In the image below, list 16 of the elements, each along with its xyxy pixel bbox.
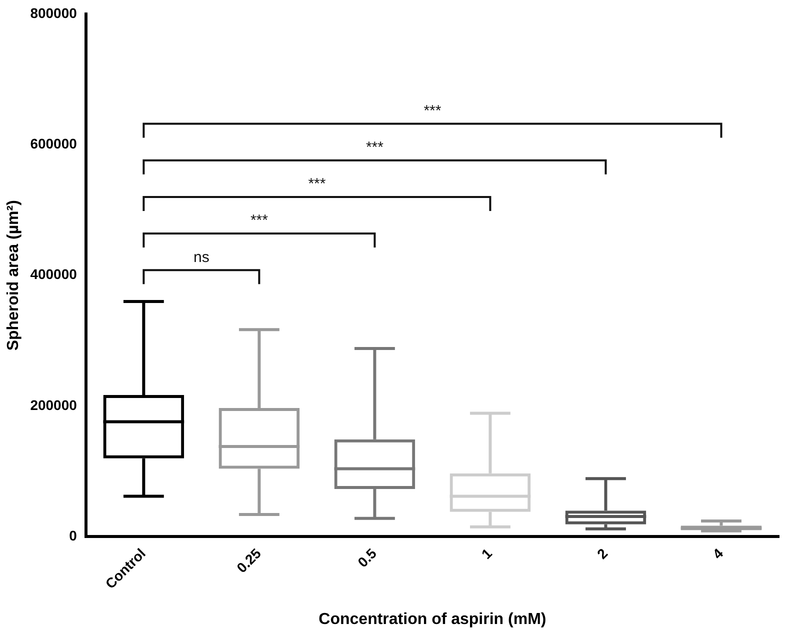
y-tick-label: 600000 [30, 136, 78, 152]
annotation: ns [194, 248, 210, 266]
x-tick-label: 2 [594, 545, 611, 562]
x-axis-title: Concentration of aspirin (mM) [318, 610, 546, 628]
y-tick-label: 400000 [30, 266, 78, 282]
x-tick-label: 1 [478, 545, 496, 562]
y-tick-label: 800000 [30, 4, 78, 21]
annotation: *** [366, 139, 384, 156]
annotation: *** [308, 176, 326, 193]
x-tick-label: 0.5 [354, 545, 380, 570]
y-tick-label: 200000 [30, 396, 78, 413]
y-tick-label: 0 [69, 528, 78, 544]
x-tick-label: 4 [709, 545, 726, 562]
annotation: *** [424, 102, 442, 120]
annotation: *** [250, 212, 268, 230]
y-axis-title: Spheroid area (µm²) [5, 200, 22, 351]
